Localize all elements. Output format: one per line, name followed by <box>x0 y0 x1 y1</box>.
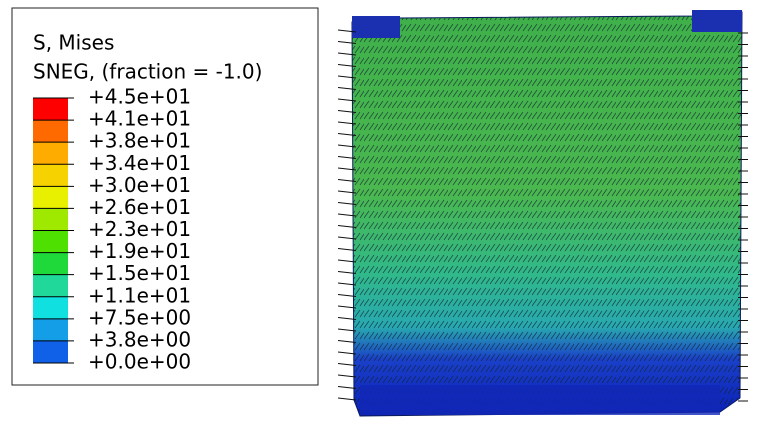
mesh-edge <box>337 190 357 194</box>
mesh-edge <box>337 259 357 263</box>
color-band <box>33 252 68 275</box>
color-band <box>33 164 68 187</box>
mesh-edge <box>337 305 357 309</box>
mesh-edge <box>337 52 357 56</box>
mesh-edge <box>337 133 357 136</box>
color-band <box>33 318 68 341</box>
mesh-edge <box>337 29 357 33</box>
legend-label: +1.1e+01 <box>88 283 191 307</box>
mesh-edge <box>337 328 357 332</box>
mesh-edge <box>337 64 357 67</box>
mesh-edge <box>337 374 357 378</box>
legend-subtitle: SNEG, (fraction = -1.0) <box>33 60 262 84</box>
mesh-edge <box>337 317 357 320</box>
mesh-edge <box>337 41 357 44</box>
mesh-edge <box>337 282 357 286</box>
mesh-edge <box>337 271 357 274</box>
legend-label: +0.0e+00 <box>88 350 191 374</box>
color-bar: +4.5e+01+4.1e+01+3.8e+01+3.4e+01+3.0e+01… <box>33 85 191 374</box>
mesh-edge <box>337 397 357 401</box>
legend-title: S, Mises <box>33 31 114 55</box>
mesh-edge <box>337 87 357 90</box>
color-band <box>33 142 68 165</box>
mesh-lines <box>352 12 742 416</box>
color-band <box>33 98 68 121</box>
color-band <box>33 208 68 231</box>
mesh-edge <box>337 167 357 171</box>
color-band <box>33 296 68 319</box>
legend-label: +2.3e+01 <box>88 217 191 241</box>
mesh-edge <box>337 351 357 355</box>
legend-label: +4.1e+01 <box>88 107 191 131</box>
mesh-base <box>360 385 720 415</box>
mesh-edge <box>337 213 357 217</box>
mesh-edge <box>337 179 357 182</box>
color-band <box>33 186 68 209</box>
mesh-edge <box>337 386 357 389</box>
mesh-edge <box>337 202 357 205</box>
legend-label: +3.4e+01 <box>88 151 191 175</box>
mesh-edge <box>337 75 357 79</box>
color-band <box>33 274 68 297</box>
legend-label: +1.5e+01 <box>88 261 191 285</box>
mesh-plot <box>337 10 748 417</box>
color-band <box>33 120 68 143</box>
color-band <box>33 230 68 253</box>
mesh-edge <box>337 98 357 102</box>
legend-label: +3.8e+01 <box>88 129 191 153</box>
legend-label: +1.9e+01 <box>88 239 191 263</box>
legend-label: +3.0e+01 <box>88 173 191 197</box>
mesh-edge <box>337 121 357 125</box>
legend-label: +3.8e+00 <box>88 327 191 351</box>
mesh-edge <box>337 340 357 343</box>
legend-label: +2.6e+01 <box>88 195 191 219</box>
mesh-edge <box>337 156 357 159</box>
legend-label: +7.5e+00 <box>88 305 191 329</box>
mesh-corner <box>352 16 400 38</box>
mesh-edge <box>337 363 357 366</box>
mesh-edge <box>337 248 357 251</box>
mesh-edge <box>337 144 357 148</box>
legend-label: +4.5e+01 <box>88 85 191 109</box>
mesh-corner <box>692 10 742 32</box>
mesh-edge <box>337 110 357 113</box>
mesh-edge <box>337 225 357 228</box>
color-band <box>33 340 68 363</box>
mesh-edge <box>337 236 357 240</box>
mesh-edge <box>337 294 357 297</box>
